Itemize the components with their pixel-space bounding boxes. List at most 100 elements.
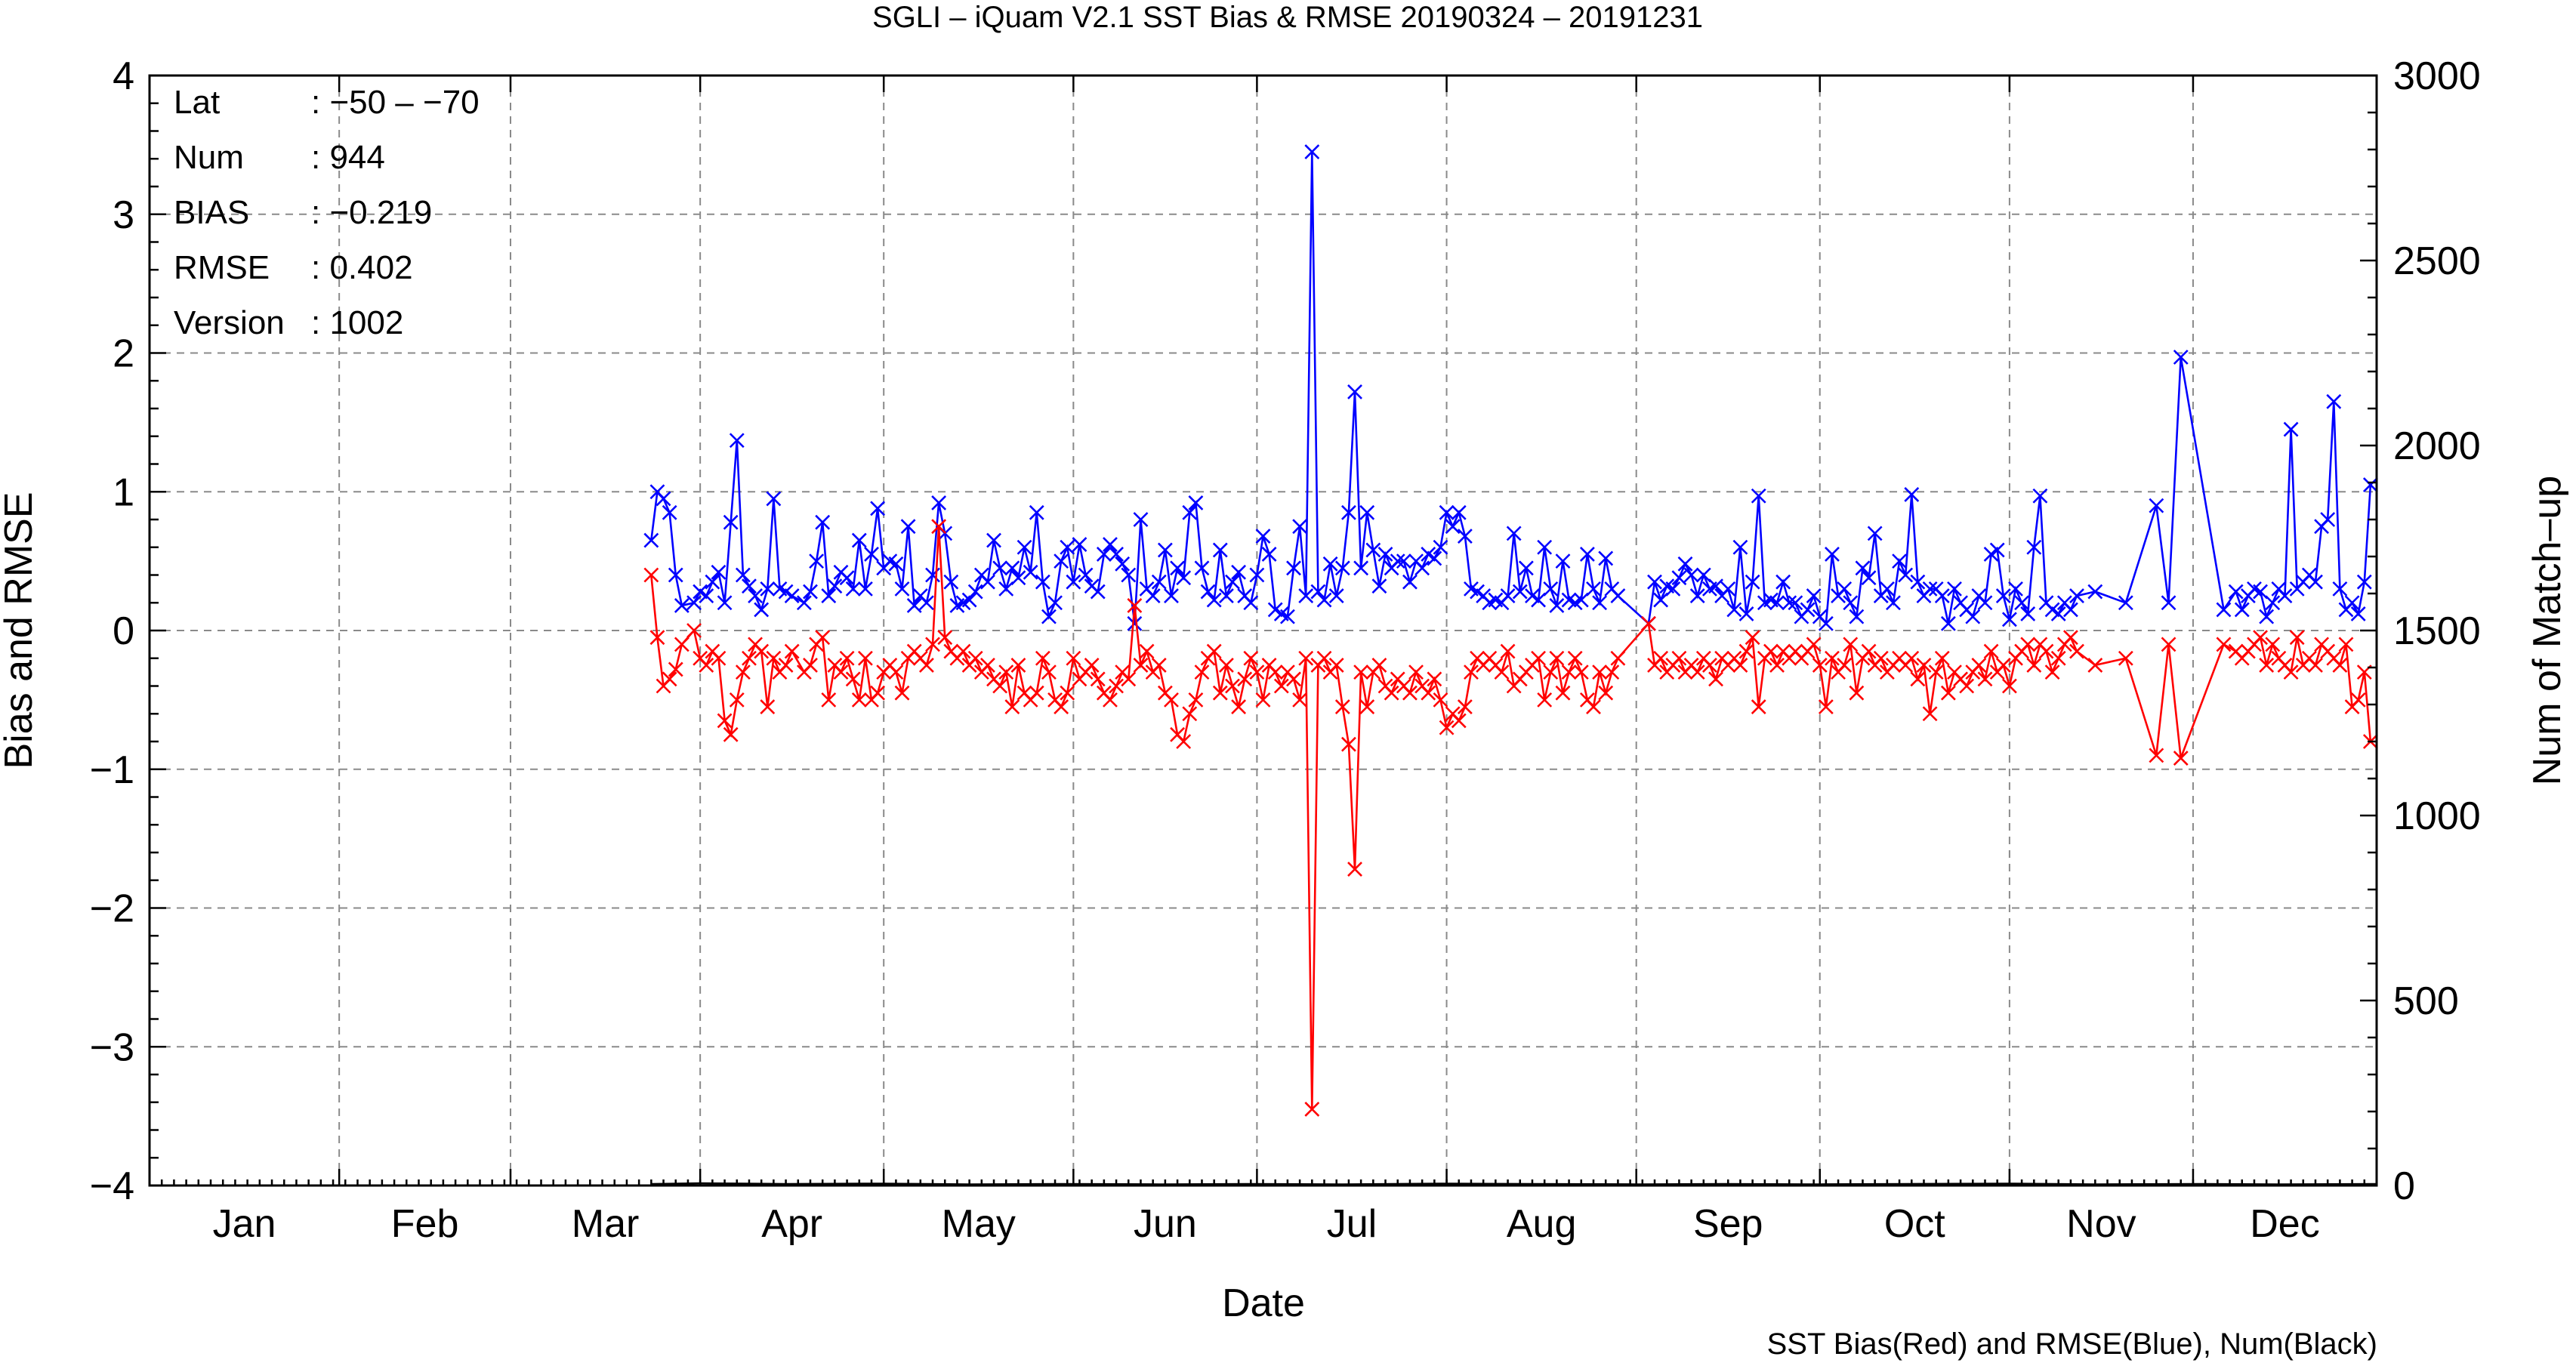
y-axis-label: Bias and RMSE	[0, 492, 41, 769]
data-point	[1328, 658, 1344, 673]
data-point	[1054, 699, 1069, 714]
data-point	[1726, 602, 1742, 618]
data-point	[851, 532, 867, 548]
data-point	[1017, 539, 1032, 555]
data-point	[1347, 384, 1362, 399]
data-point	[1237, 671, 1253, 687]
data-point	[1359, 504, 1375, 520]
data-point	[2216, 637, 2232, 652]
data-point	[1054, 553, 1069, 569]
data-point	[1029, 504, 1044, 520]
data-point	[1934, 650, 1950, 666]
data-point	[2069, 643, 2084, 659]
data-point	[2087, 658, 2103, 673]
data-point	[2149, 498, 2164, 513]
data-point	[1103, 692, 1118, 708]
data-point	[717, 713, 733, 729]
data-point	[1035, 650, 1050, 666]
data-point	[668, 567, 683, 583]
data-point	[1543, 581, 1559, 597]
data-point	[1451, 504, 1467, 520]
y-tick-label: 4	[113, 54, 134, 98]
x-tick-label: Sep	[1693, 1202, 1763, 1246]
data-point	[1500, 588, 1516, 603]
data-point	[815, 514, 831, 530]
data-point	[2283, 421, 2299, 437]
y2-tick-label: 2500	[2393, 239, 2481, 283]
data-point	[656, 491, 671, 507]
data-point	[1218, 658, 1234, 673]
data-point	[2332, 581, 2348, 597]
data-point	[662, 671, 677, 687]
y-tick-label: 3	[113, 193, 134, 237]
data-point	[742, 578, 757, 594]
data-point	[1506, 526, 1522, 541]
data-point	[1806, 588, 1822, 603]
data-point	[1555, 553, 1571, 569]
data-point	[1910, 671, 1926, 687]
x-tick-label: Jul	[1327, 1202, 1377, 1246]
data-point	[864, 547, 879, 562]
data-point	[723, 514, 739, 530]
data-point	[1947, 581, 1962, 597]
data-point	[711, 564, 727, 580]
data-point	[1090, 671, 1106, 687]
data-point	[1286, 560, 1301, 576]
data-point	[1788, 595, 1803, 611]
plot-frame	[148, 74, 2378, 1187]
data-point	[1702, 658, 1717, 673]
info-value: : 1002	[311, 304, 403, 341]
data-point	[1732, 658, 1748, 673]
data-point	[2265, 595, 2281, 611]
data-point	[1060, 539, 1075, 555]
data-point	[2014, 595, 2030, 611]
data-point	[1231, 699, 1247, 714]
data-point	[1164, 588, 1179, 603]
data-point	[760, 699, 776, 714]
data-point	[1421, 685, 1436, 701]
data-point	[986, 532, 1001, 548]
data-point	[711, 650, 727, 666]
data-point	[2289, 630, 2305, 646]
y-tick-label: −3	[90, 1025, 134, 1069]
data-point	[1249, 664, 1265, 680]
data-point	[1843, 595, 1859, 611]
data-point	[2277, 588, 2293, 603]
data-point	[1066, 574, 1081, 590]
data-point	[1041, 664, 1057, 680]
data-point	[839, 570, 855, 586]
data-point	[1298, 588, 1314, 603]
data-point	[1273, 678, 1289, 694]
y-tick-label: 0	[113, 609, 134, 653]
data-point	[760, 581, 776, 597]
data-point	[2326, 393, 2342, 409]
data-point	[2118, 650, 2133, 666]
data-point	[992, 678, 1008, 694]
data-point	[1121, 671, 1137, 687]
data-point	[2008, 581, 2023, 597]
info-value: : 0.402	[311, 249, 413, 286]
y-tick-label: −2	[90, 887, 134, 931]
y2-tick-label: 0	[2393, 1164, 2415, 1208]
data-point	[1965, 609, 1981, 624]
info-key: Version	[174, 304, 285, 341]
data-point	[1427, 550, 1442, 566]
data-point	[1206, 592, 1222, 608]
data-point	[748, 588, 763, 603]
data-point	[2253, 584, 2268, 600]
data-point	[1371, 658, 1387, 673]
data-point	[894, 685, 910, 701]
data-point	[1029, 685, 1044, 701]
data-point	[643, 567, 659, 583]
data-point	[1445, 519, 1461, 535]
data-point	[1249, 567, 1265, 583]
data-point	[1243, 650, 1259, 666]
data-point	[1861, 643, 1877, 659]
data-point	[931, 495, 947, 510]
data-point	[2149, 748, 2164, 763]
data-point	[900, 519, 916, 535]
data-point	[2265, 637, 2281, 652]
data-point	[967, 650, 983, 666]
data-point	[967, 584, 983, 600]
data-point	[1782, 595, 1797, 611]
